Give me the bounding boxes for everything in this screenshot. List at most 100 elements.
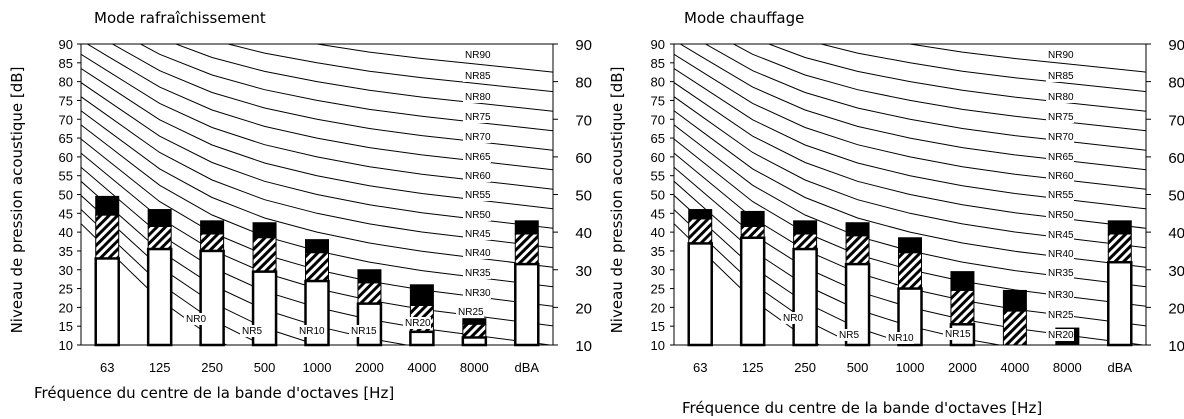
nr-labels: NR0 NR5 NR10 NR15 NR20 NR25 NR30 NR35 NR40 NR45 NR…: [184, 49, 491, 337]
chart-title: Mode chauffage: [684, 9, 804, 27]
x-axis-label: Fréquence du centre de la bande d'octave…: [682, 399, 1042, 417]
y-tick-label: 10: [651, 338, 665, 353]
nr-curve-label: NR70: [1048, 132, 1074, 143]
chart-title: Mode rafraîchissement: [94, 9, 266, 27]
y-tick-label: 60: [59, 150, 73, 165]
y-tick-label: 75: [651, 93, 665, 108]
nr-label-bg: [463, 91, 491, 103]
x-tick-label: 63: [693, 360, 707, 375]
x-tick-label: 4000: [1000, 360, 1029, 375]
bar-segment-black: [1002, 289, 1027, 312]
nr-label-bg: [349, 325, 377, 337]
bar-segment-black: [898, 237, 922, 254]
bar-segment-hatched: [200, 233, 225, 252]
nr-label-bg: [1046, 248, 1074, 260]
nr-label-bg: [463, 228, 491, 240]
y-tick-label-right: 20: [1168, 300, 1184, 317]
y-tick-label: 80: [651, 75, 665, 90]
y-tick-label: 30: [59, 263, 73, 278]
y-tick-label: 70: [59, 112, 73, 127]
nr-curve: [674, 166, 1146, 345]
nr-label-bg: [781, 312, 803, 324]
nr-curve: [907, 44, 1146, 73]
nr-curve-label: NR90: [465, 50, 491, 61]
nr-curve-label: NR40: [1048, 249, 1074, 260]
y-tick-label-right: 70: [1168, 112, 1184, 129]
y-tick-label: 50: [651, 188, 665, 203]
y-tick-label: 65: [651, 131, 665, 146]
nr-curve-label: NR5: [839, 330, 859, 341]
nr-curve: [819, 44, 1146, 93]
nr-label-bg: [1046, 209, 1074, 221]
nr-label-bg: [463, 267, 491, 279]
nr-label-bg: [1046, 111, 1074, 123]
bar-segment-black: [252, 222, 277, 239]
nr-curve: [81, 110, 553, 268]
nr-curve-label: NR5: [242, 326, 262, 337]
bar-segment-white: [199, 249, 225, 347]
y-tick-label-right: 50: [575, 188, 592, 205]
y-tick-label: 40: [651, 225, 665, 240]
bar-segment-white: [897, 287, 923, 347]
nr-curve-label: NR30: [465, 288, 491, 299]
bar-segment-white: [739, 236, 766, 347]
bar-segment-hatched: [845, 235, 870, 265]
x-tick-label: 8000: [460, 360, 489, 375]
x-tick-label: 125: [742, 360, 764, 375]
bar-segment-black: [950, 271, 975, 291]
bar-segment-black: [409, 284, 434, 306]
nr-label-bg: [463, 247, 491, 259]
nr-curve: [767, 44, 1146, 112]
nr-label-bg: [463, 170, 491, 182]
bar-segment-black: [793, 220, 818, 235]
nr-curve: [674, 110, 1146, 268]
y-tick-label-right: 30: [1168, 263, 1184, 280]
nr-label-bg: [463, 287, 491, 299]
bar-segment-hatched: [740, 225, 765, 239]
nr-curve-label: NR0: [783, 313, 803, 324]
nr-curve-label: NR60: [465, 171, 491, 182]
nr-curve: [81, 223, 228, 345]
nr-curve-label: NR70: [465, 132, 491, 143]
bar-segment-white: [461, 336, 488, 347]
nr-label-bg: [1046, 289, 1074, 301]
y-axis-label: Niveau de pression acoustique [dB]: [8, 67, 26, 334]
nr-curve-label: NR50: [1048, 210, 1074, 221]
x-tick-label: 2000: [355, 360, 384, 375]
nr-curve: [314, 44, 553, 73]
bar-segment-hatched: [514, 233, 539, 265]
y-tick-label-right: 60: [575, 150, 592, 167]
bar-segment-hatched: [95, 214, 120, 259]
bar-segment-hatched: [147, 225, 172, 250]
bar-segment-white: [356, 302, 383, 347]
y-tick-label-right: 10: [575, 338, 592, 355]
nr-curve-label: NR80: [465, 92, 491, 103]
y-tick-label-right: 50: [1168, 188, 1184, 205]
x-tick-label: dBA: [1107, 360, 1132, 375]
y-tick-label-right: 70: [575, 112, 592, 129]
nr-curve: [732, 44, 1146, 132]
nr-curve: [674, 53, 1146, 190]
bar-segment-white: [1107, 260, 1133, 347]
bar-segment-hatched: [1002, 310, 1027, 346]
bars: [687, 209, 1133, 347]
bar-segment-black: [514, 220, 539, 235]
y-tick-label: 40: [59, 225, 73, 240]
y-tick-label-right: 20: [575, 300, 592, 317]
nr-label-bg: [184, 313, 206, 325]
y-tick-label-right: 80: [575, 75, 592, 92]
nr-label-bg: [1046, 131, 1074, 143]
nr-curve-label: NR25: [1048, 310, 1074, 321]
nr-curve-label: NR45: [465, 229, 491, 240]
nr-curve: [111, 44, 553, 151]
y-tick-label: 60: [651, 150, 665, 165]
x-tick-label: 125: [149, 360, 171, 375]
nr-curve-label: NR55: [1048, 190, 1074, 201]
nr-curve: [81, 138, 553, 307]
nr-label-bg: [1046, 91, 1074, 103]
bar-segment-black: [462, 318, 487, 325]
bar-segment-white: [844, 262, 871, 347]
x-tick-label: 250: [794, 360, 816, 375]
bar-segment-black: [740, 210, 765, 227]
nr-curve: [81, 209, 264, 345]
